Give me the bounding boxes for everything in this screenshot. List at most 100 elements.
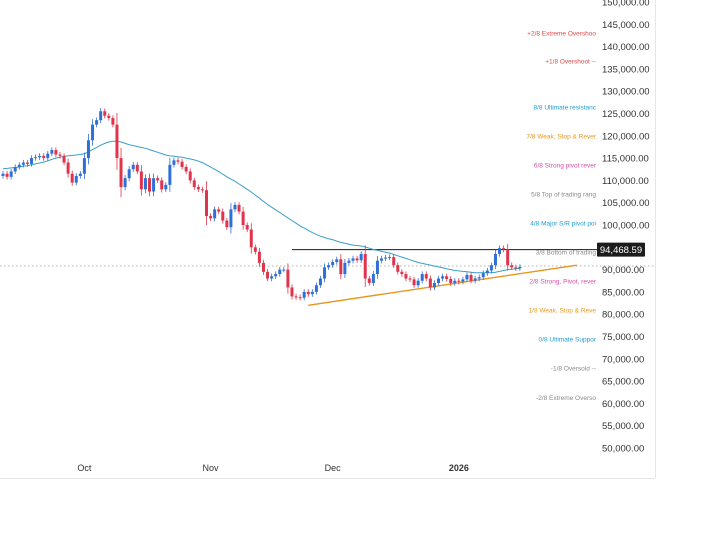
price-tick-label: 130,000.00 [602,87,650,98]
candle-body [66,162,70,174]
candle-body [200,189,204,191]
candle-body [58,154,62,156]
candle-body [9,171,13,177]
murrey-level-label: 6/8 Strong pivot rever [534,162,597,169]
candle-body [371,274,375,283]
candle-body [115,124,119,159]
candle-body [392,257,396,266]
murrey-level-label: 5/8 Top of trading rang [531,191,596,198]
candle-body [168,164,172,185]
candle-body [103,111,107,116]
price-tick-label: 55,000.00 [602,421,644,432]
murrey-level-label: 0/8 Ultimate Suppor [539,336,597,343]
candle-body [135,164,139,172]
price-tick-label: 90,000.00 [602,265,644,276]
price-tick-label: 70,000.00 [602,354,644,365]
candle-body [453,280,457,283]
drawn-lines [0,249,655,306]
candle-body [469,274,473,281]
time-tick-label: Oct [77,463,92,473]
candle-body [192,180,196,188]
candle-body [441,276,445,279]
price-tick-label: 80,000.00 [602,310,644,321]
candle-body [70,173,74,183]
price-tick-label: 105,000.00 [602,198,650,209]
price-tick-label: 125,000.00 [602,109,650,120]
price-tick-label: 120,000.00 [602,131,650,142]
candle-body [489,265,493,271]
candle-body [29,158,33,164]
candle-body [428,278,432,288]
murrey-level-label: -2/8 Extreme Overso [536,395,596,402]
candle-body [282,269,286,271]
candle-body [445,276,449,279]
candle-body [221,211,225,221]
candle-body [172,160,176,165]
candle-body [253,247,257,252]
candle-body [82,158,86,174]
candle-body [477,277,481,279]
candle-body [380,258,384,261]
candle-body [42,155,46,159]
candle-body [408,278,412,280]
candle-body [449,278,453,283]
candle-body [485,270,489,274]
candle-body [294,296,298,298]
candle-body [209,216,213,219]
candle-body [233,204,237,210]
candle-body [270,276,274,279]
murrey-level-label: 3/8 Bottom of trading [536,249,597,256]
candle-body [493,253,497,266]
candle-body [290,287,294,297]
price-tick-label: 50,000.00 [602,444,644,455]
price-tick-label: 100,000.00 [602,221,650,232]
candle-body [465,274,469,280]
price-tick-label: 85,000.00 [602,287,644,298]
candle-body [432,282,436,288]
candle-body [343,262,347,275]
candle-body [91,124,95,141]
candle-body [13,167,17,172]
candle-body [404,274,408,279]
candle-body [95,120,99,125]
candle-body [184,167,188,172]
candle-body [180,161,184,168]
candle-body [302,291,306,298]
candle-body [278,269,282,275]
candle-body [518,266,522,269]
price-axis: 150,000.00 145,000.00 140,000.00 135,000.00… [602,0,650,455]
murrey-level-label: 1/8 Weak, Stop & Reve [529,307,597,314]
candle-body [1,173,5,176]
candle-body [111,117,115,125]
candle-body [152,178,156,192]
candle-body [400,271,404,275]
price-tick-label: 75,000.00 [602,332,644,343]
murrey-level-label: +2/8 Extreme Overshoo [527,30,596,37]
price-tick-label: 140,000.00 [602,42,650,53]
candle-body [310,291,314,295]
candle-body [188,171,192,181]
candles [1,108,522,301]
candle-body [510,265,514,268]
candle-body [156,178,160,181]
candle-body [257,251,261,263]
price-tick-label: 110,000.00 [602,176,649,187]
candle-body [139,171,143,190]
candle-body [5,173,9,177]
candle-body [498,248,502,254]
candle-body [502,248,506,250]
candle-body [74,175,78,183]
candle-body [347,260,351,263]
candle-body [21,162,25,165]
murrey-level-label: 4/8 Major S/R pivot poi [530,220,596,227]
candle-body [424,274,428,279]
current-price-tag [597,242,645,257]
candle-body [86,140,90,159]
candle-body [420,274,424,281]
candle-body [367,278,371,283]
candle-body [396,265,400,272]
candle-body [461,279,465,282]
candle-body [249,229,253,248]
candle-body [123,178,127,188]
